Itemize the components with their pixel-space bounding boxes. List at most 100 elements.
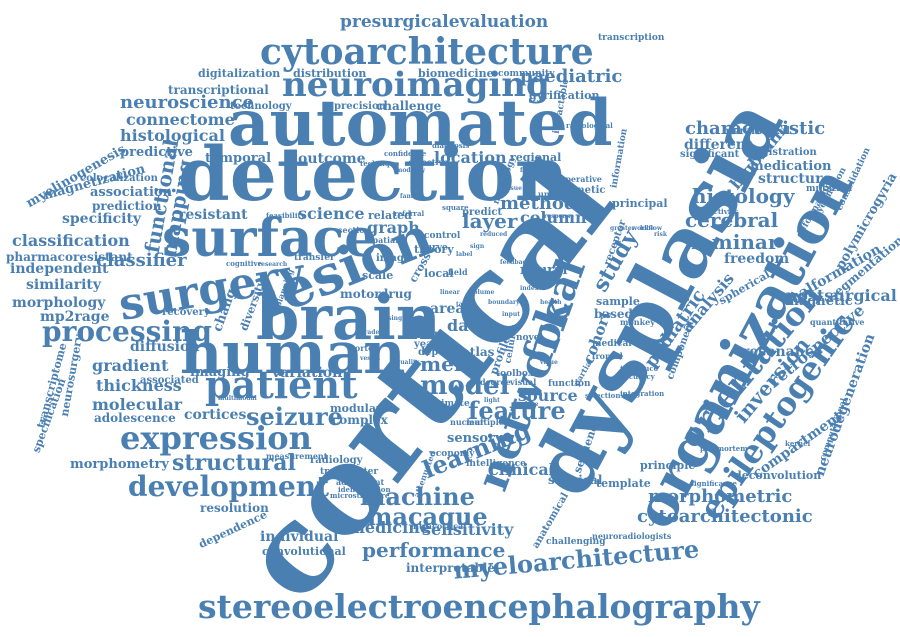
word-freedom: freedom (724, 251, 790, 267)
word-postsurgical: postsurgical (786, 286, 897, 305)
word-temporal: temporal (205, 151, 272, 166)
word-intracortical: intracortical (410, 521, 467, 531)
word-neuroradiologists: neuroradiologists (592, 531, 672, 541)
word-data: data (447, 316, 487, 335)
word-patient: patient (205, 362, 358, 407)
word-regional: regional (510, 151, 562, 164)
word-boundary: boundary (488, 299, 520, 306)
word-interpretable: interpretable (406, 561, 496, 575)
word-genetic: genetic (564, 185, 606, 196)
word-processing: processing (42, 315, 212, 348)
word-performance: performance (362, 538, 506, 562)
word-information: information (609, 127, 630, 189)
word-modality: modality (396, 167, 426, 174)
word-laminar: laminar (691, 230, 779, 254)
word-square: square (442, 203, 469, 212)
word-outcome: outcome (298, 151, 366, 167)
word-morphology: morphology (12, 295, 106, 311)
word-microstructure: microstructure (330, 491, 390, 500)
word-surgical: surgical (548, 473, 603, 487)
word-objective: objective (408, 157, 449, 167)
word-method: method (500, 193, 577, 214)
word-neural: neural (520, 263, 568, 278)
word-layer: layer (462, 209, 518, 233)
word-greater: greater (610, 225, 635, 232)
word-variation: variation (272, 365, 343, 381)
word-gyrification: gyrification (529, 89, 600, 102)
word-grade: grade (360, 329, 380, 336)
word-modular: modular (330, 402, 382, 415)
word-recovery: recovery (162, 307, 210, 318)
word-index: index (520, 285, 539, 292)
word-histology: histology (692, 184, 795, 208)
word-medical: medical (592, 339, 632, 349)
word-motor: motor (340, 287, 381, 301)
word-identification: identification (338, 485, 391, 494)
word-medication: medication (750, 159, 832, 174)
word-cortex: cortex (350, 343, 378, 353)
word-macaque: macaque (367, 502, 488, 531)
word-unifying: unifying (538, 189, 576, 199)
word-presurgicalevaluation: presurgicalevaluation (340, 12, 549, 32)
word-structure: structure (758, 171, 832, 187)
word-cytoarchitectonic: cytoarchitectonic (637, 506, 813, 527)
word-theory: theory (414, 243, 454, 256)
word-hierarchical: hierarchical (722, 126, 790, 137)
word-predict: predict (462, 207, 503, 218)
word-significant: significant (680, 149, 740, 160)
word-degree: degree (480, 377, 511, 387)
word-workflow: workflow (632, 225, 663, 232)
word-resistant: resistant (178, 207, 248, 223)
word-atlas: atlas (462, 345, 495, 359)
word-precision: precision (334, 101, 386, 112)
word-specificity: specificity (62, 211, 142, 227)
word-column: column (520, 208, 587, 227)
word-thickness: thickness (96, 376, 182, 395)
word-detection: detection (178, 132, 569, 218)
word-connectivity: connectivity (690, 207, 738, 216)
word-sensory: sensory (447, 431, 503, 446)
word-value: value (540, 359, 558, 366)
word-family: family (400, 193, 421, 200)
word-principal: principal (612, 197, 668, 210)
word-input: input (502, 311, 520, 318)
word-nuclear: nuclear (450, 417, 485, 427)
word-different: different (684, 137, 753, 153)
word-novel: novel (516, 333, 543, 343)
word-introduce: introduce (620, 364, 659, 373)
word-challenge: challenge (376, 99, 442, 113)
word-classification: classification (12, 231, 130, 250)
word-linear: linear (440, 289, 460, 296)
word-graph: graph (367, 218, 420, 237)
word-feedback: feedback (500, 259, 531, 266)
word-sign: sign (470, 243, 485, 250)
word-adolescence: adolescence (94, 411, 176, 425)
word-drug: drug (380, 287, 412, 301)
word-registration: registration (750, 147, 817, 158)
word-challenging: challenging (546, 537, 606, 547)
word-paediatric: paediatric (520, 66, 623, 87)
word-associated: associated (140, 375, 199, 386)
word-resolution: resolution (200, 501, 269, 515)
word-measurement: measurement (266, 451, 328, 461)
word-individual: individual (260, 529, 339, 545)
word-depth: depth (418, 347, 451, 358)
word-transfer: transfer (294, 253, 335, 263)
word-diagnosis: diagnosis (432, 141, 470, 150)
word-expression: expression (120, 419, 312, 457)
word-curve: curve (420, 243, 448, 253)
word-feasibility: feasibility (266, 211, 305, 220)
word-tissue: tissue (502, 185, 522, 192)
word-morphometry: morphometry (70, 457, 169, 472)
word-primate: primate (430, 399, 470, 409)
word-complex: complex (332, 413, 388, 427)
word-structural: structural (172, 450, 296, 476)
word-spatial: spatial (368, 235, 399, 245)
word-machine: machine (360, 482, 475, 511)
word-gradient: gradient (92, 356, 169, 375)
word-fingerprint: fingerprint (520, 167, 557, 174)
word-research: research (258, 261, 288, 268)
word-source: source (518, 386, 578, 405)
word-principle: principle (640, 459, 696, 472)
word-community: community (498, 69, 555, 79)
